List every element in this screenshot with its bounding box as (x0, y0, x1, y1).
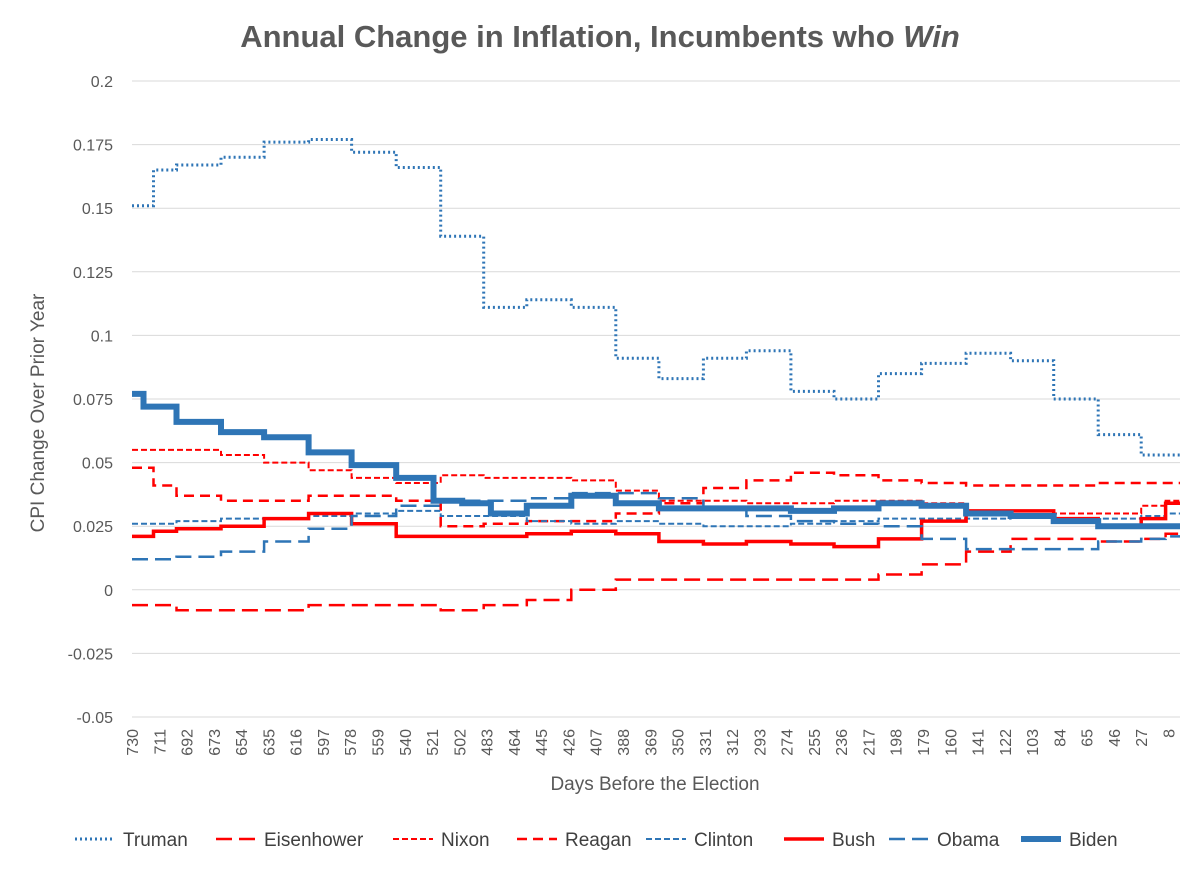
x-tick-label: 103 (1025, 729, 1042, 756)
legend-item-nixon: Nixon (393, 830, 490, 851)
legend-item-clinton: Clinton (646, 830, 753, 851)
legend-label: Eisenhower (264, 830, 364, 851)
x-tick-label: 464 (507, 729, 524, 756)
y-tick-label: 0.025 (73, 519, 113, 536)
x-tick-label: 369 (643, 729, 660, 756)
x-tick-label: 692 (180, 729, 197, 756)
x-tick-label: 350 (671, 729, 688, 756)
series-line-obama (132, 491, 1180, 561)
x-tick-label: 236 (834, 729, 851, 756)
legend-label: Obama (937, 830, 1000, 851)
y-tick-label: 0.05 (82, 456, 113, 473)
x-tick-label: 502 (452, 729, 469, 756)
legend: Truman Eisenhower Nixon Reagan Clinton Bush Ob… (75, 830, 1118, 851)
x-tick-label: 635 (261, 729, 278, 756)
x-tick-label: 616 (289, 729, 306, 756)
x-tick-label: 654 (234, 729, 251, 756)
chart-title-emphasis: Win (903, 19, 960, 54)
x-tick-label: 673 (207, 729, 224, 756)
x-tick-label: 217 (861, 729, 878, 756)
series-line-biden (132, 390, 1180, 530)
y-tick-label: 0 (104, 583, 113, 600)
legend-item-obama: Obama (889, 830, 1000, 851)
x-tick-label: 84 (1052, 729, 1069, 747)
legend-label: Bush (832, 830, 875, 851)
x-tick-label: 407 (589, 729, 606, 756)
y-axis-ticks: -0.05 -0.025 0 0.025 0.05 0.075 0.1 0.125 0.15 0.… (68, 74, 113, 727)
y-tick-label: 0.175 (73, 138, 113, 155)
x-tick-label: 445 (534, 729, 551, 756)
x-tick-label: 597 (316, 729, 333, 756)
y-axis-title: CPI Change Over Prior Year (28, 293, 49, 532)
x-axis-title: Days Before the Election (550, 774, 759, 795)
legend-label: Reagan (565, 830, 632, 851)
x-tick-label: 65 (1080, 729, 1097, 747)
x-tick-label: 293 (752, 729, 769, 756)
x-tick-label: 426 (561, 729, 578, 756)
series-line-bush (132, 501, 1180, 549)
x-tick-label: 578 (343, 729, 360, 756)
legend-label: Biden (1069, 830, 1118, 851)
x-tick-label: 730 (125, 729, 142, 756)
legend-item-truman: Truman (75, 830, 188, 851)
legend-label: Clinton (694, 830, 753, 851)
y-tick-label: 0.125 (73, 265, 113, 282)
series-line-eisenhower (132, 532, 1180, 612)
legend-label: Truman (123, 830, 188, 851)
series-lines (132, 138, 1180, 612)
x-tick-label: 521 (425, 729, 442, 756)
x-tick-label: 559 (370, 729, 387, 756)
x-tick-label: 27 (1134, 729, 1151, 747)
x-tick-label: 483 (480, 729, 497, 756)
x-tick-label: 711 (152, 729, 169, 755)
chart-title-main: Annual Change in Inflation, Incumbents w… (240, 19, 903, 54)
x-tick-label: 388 (616, 729, 633, 756)
y-tick-label: 0.1 (91, 328, 113, 345)
legend-item-reagan: Reagan (517, 830, 632, 851)
legend-item-bush: Bush (784, 830, 875, 851)
y-tick-label: 0.15 (82, 201, 113, 218)
legend-item-biden: Biden (1021, 830, 1118, 851)
chart-title: Annual Change in Inflation, Incumbents w… (240, 19, 960, 54)
x-tick-label: 540 (398, 729, 415, 756)
x-tick-label: 331 (698, 729, 715, 756)
x-tick-label: 179 (916, 729, 933, 756)
y-tick-label: -0.025 (68, 646, 113, 663)
x-tick-label: 122 (998, 729, 1015, 756)
series-line-reagan (132, 466, 1180, 528)
legend-label: Nixon (441, 830, 490, 851)
y-tick-label: 0.075 (73, 392, 113, 409)
y-tick-label: 0.2 (91, 74, 113, 91)
x-tick-label: 255 (807, 729, 824, 756)
x-tick-label: 8 (1162, 729, 1179, 738)
gridlines (132, 80, 1180, 718)
x-tick-label: 274 (780, 729, 797, 756)
x-tick-label: 198 (889, 729, 906, 756)
legend-item-eisenhower: Eisenhower (216, 830, 364, 851)
series-line-truman (132, 138, 1180, 457)
y-tick-label: -0.05 (77, 710, 114, 727)
x-tick-label: 312 (725, 729, 742, 756)
x-tick-label: 46 (1107, 729, 1124, 747)
x-tick-label: 141 (971, 729, 988, 756)
x-axis-ticks: 730 711 692 673 654 635 616 597 578 559 540 521 502 4… (125, 729, 1179, 756)
x-tick-label: 160 (943, 729, 960, 756)
